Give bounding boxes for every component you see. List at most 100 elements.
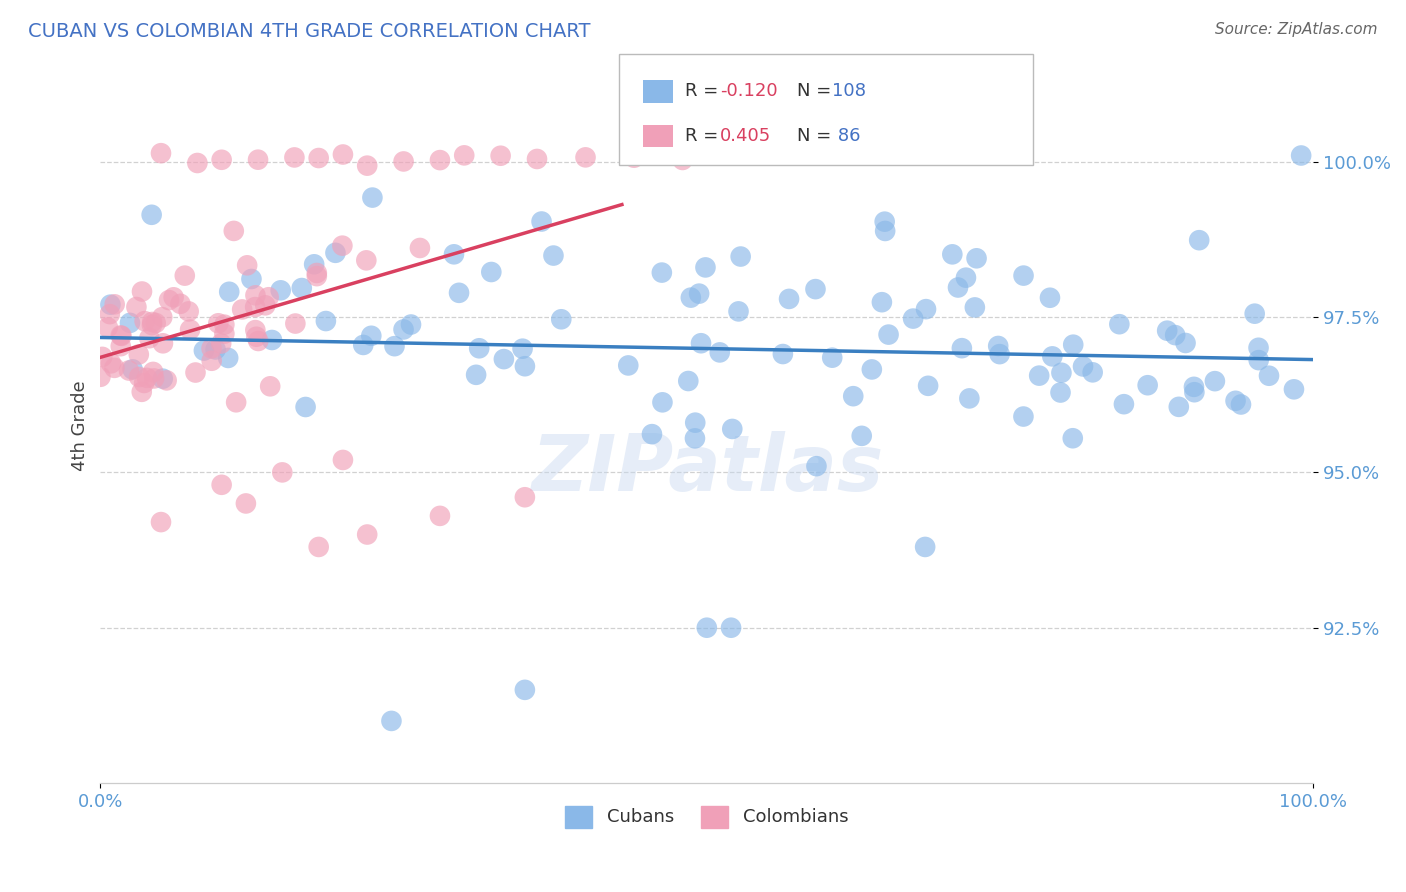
Point bbox=[193, 343, 215, 358]
Point bbox=[138, 331, 160, 345]
Point bbox=[157, 293, 180, 307]
Point bbox=[128, 347, 150, 361]
Point bbox=[110, 328, 132, 343]
Point bbox=[530, 214, 553, 228]
Point bbox=[1258, 368, 1281, 383]
Point bbox=[91, 350, 114, 364]
Point bbox=[392, 322, 415, 336]
Point bbox=[235, 496, 257, 510]
Point bbox=[963, 301, 986, 315]
Point bbox=[1112, 397, 1135, 411]
Point bbox=[683, 416, 706, 430]
Point bbox=[240, 272, 263, 286]
Point bbox=[988, 347, 1011, 361]
Point bbox=[152, 371, 174, 385]
Point bbox=[143, 371, 166, 385]
Point bbox=[651, 395, 673, 409]
Point bbox=[145, 316, 167, 330]
Point bbox=[901, 311, 924, 326]
Point bbox=[842, 389, 865, 403]
Point bbox=[821, 351, 844, 365]
Point bbox=[1282, 382, 1305, 396]
Point bbox=[305, 266, 328, 280]
Point bbox=[720, 621, 742, 635]
Point bbox=[308, 151, 330, 165]
Point bbox=[211, 153, 233, 167]
Point bbox=[271, 466, 294, 480]
Point bbox=[179, 323, 201, 337]
Text: R =: R = bbox=[685, 82, 724, 100]
Point bbox=[1039, 291, 1062, 305]
Point bbox=[110, 329, 132, 343]
Point bbox=[409, 241, 432, 255]
Point bbox=[1012, 268, 1035, 283]
Point bbox=[125, 300, 148, 314]
Point bbox=[695, 260, 717, 275]
Point bbox=[131, 384, 153, 399]
Point bbox=[89, 369, 111, 384]
Text: Source: ZipAtlas.com: Source: ZipAtlas.com bbox=[1215, 22, 1378, 37]
Text: N =: N = bbox=[797, 127, 837, 145]
Point bbox=[1071, 359, 1094, 374]
Point bbox=[142, 365, 165, 379]
Point bbox=[778, 292, 800, 306]
Point bbox=[671, 153, 693, 167]
Point bbox=[169, 297, 191, 311]
Point bbox=[1156, 324, 1178, 338]
Point bbox=[1188, 233, 1211, 247]
Point bbox=[679, 291, 702, 305]
Point bbox=[688, 286, 710, 301]
Point bbox=[141, 315, 163, 329]
Point bbox=[870, 295, 893, 310]
Point bbox=[1243, 307, 1265, 321]
Point bbox=[332, 453, 354, 467]
Text: 108: 108 bbox=[832, 82, 866, 100]
Point bbox=[1247, 341, 1270, 355]
Point bbox=[315, 314, 337, 328]
Point bbox=[257, 290, 280, 304]
Point bbox=[1081, 365, 1104, 379]
Point bbox=[259, 379, 281, 393]
Point bbox=[284, 317, 307, 331]
Point bbox=[150, 515, 173, 529]
Point bbox=[399, 318, 422, 332]
Point bbox=[513, 359, 536, 374]
Point bbox=[513, 682, 536, 697]
Point bbox=[690, 336, 713, 351]
Point bbox=[429, 508, 451, 523]
Point bbox=[283, 150, 305, 164]
Text: 86: 86 bbox=[832, 127, 860, 145]
Point bbox=[851, 429, 873, 443]
Text: ZIPatlas: ZIPatlas bbox=[530, 431, 883, 507]
Point bbox=[955, 270, 977, 285]
Point bbox=[1062, 337, 1084, 351]
Point bbox=[1182, 380, 1205, 394]
Point bbox=[683, 431, 706, 445]
Point bbox=[513, 490, 536, 504]
Point bbox=[121, 362, 143, 376]
Point bbox=[1225, 393, 1247, 408]
Point bbox=[136, 371, 159, 385]
Point bbox=[1230, 397, 1253, 411]
Point bbox=[526, 152, 548, 166]
Point bbox=[468, 341, 491, 355]
Point bbox=[641, 427, 664, 442]
Point bbox=[184, 366, 207, 380]
Point bbox=[308, 540, 330, 554]
Point bbox=[914, 540, 936, 554]
Point bbox=[360, 328, 382, 343]
Text: -0.120: -0.120 bbox=[720, 82, 778, 100]
Point bbox=[772, 347, 794, 361]
Point bbox=[134, 314, 156, 328]
Point bbox=[623, 151, 645, 165]
Point bbox=[730, 250, 752, 264]
Point bbox=[214, 326, 236, 341]
Point bbox=[1108, 317, 1130, 331]
Point bbox=[875, 224, 897, 238]
Point bbox=[453, 148, 475, 162]
Point bbox=[678, 374, 700, 388]
Point bbox=[110, 339, 132, 353]
Point bbox=[550, 312, 572, 326]
Point bbox=[384, 339, 406, 353]
Point bbox=[231, 302, 253, 317]
